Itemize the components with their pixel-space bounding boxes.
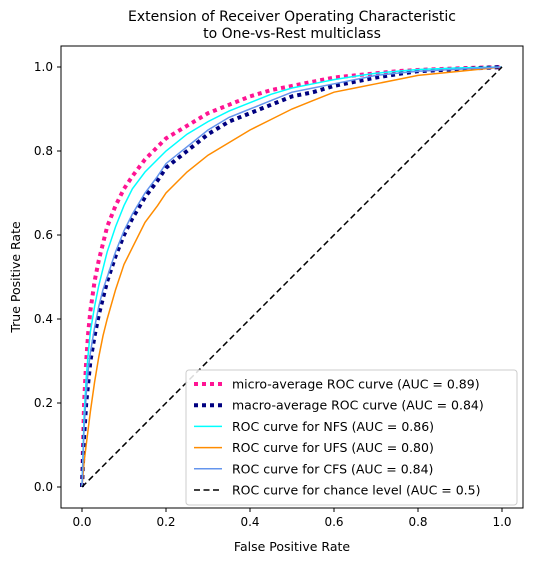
y-tick-label: 0.8 — [34, 144, 53, 158]
y-tick-label: 0.0 — [34, 480, 53, 494]
x-axis: 0.0 0.2 0.4 0.6 0.8 1.0 — [72, 508, 512, 529]
series-line-3 — [81, 66, 503, 488]
x-tick-label: 0.8 — [408, 515, 427, 529]
x-tick-label: 0.4 — [240, 515, 259, 529]
legend-label-3: ROC curve for NFS (AUC = 0.86) — [232, 419, 434, 434]
x-tick-label: 0.6 — [324, 515, 343, 529]
series-line-4 — [81, 66, 503, 488]
plot-area-frame — [60, 45, 524, 509]
chart-title-line-1: Extension of Receiver Operating Characte… — [128, 9, 456, 25]
y-axis-label: True Positive Rate — [8, 221, 23, 334]
series-layer — [80, 65, 503, 488]
series-line-2 — [80, 65, 503, 488]
x-tick-label: 0.0 — [72, 515, 91, 529]
series-line-6 — [81, 66, 503, 488]
legend-box — [185, 369, 518, 506]
x-axis-label: False Positive Rate — [234, 539, 350, 554]
y-tick-label: 0.6 — [34, 228, 53, 242]
series-line-5 — [81, 66, 503, 488]
y-tick-label: 0.2 — [34, 396, 53, 410]
chart-title: Extension of Receiver Operating Characte… — [128, 9, 456, 42]
y-axis: 0.0 0.2 0.4 0.6 0.8 1.0 — [34, 60, 61, 494]
legend: micro-average ROC curve (AUC = 0.89) macr… — [185, 369, 518, 506]
legend-label-5: ROC curve for CFS (AUC = 0.84) — [232, 461, 433, 476]
x-tick-label: 0.2 — [156, 515, 175, 529]
x-tick-label: 1.0 — [492, 515, 511, 529]
legend-label-4: ROC curve for UFS (AUC = 0.80) — [232, 440, 434, 455]
chart-title-line-2: to One-vs-Rest multiclass — [203, 26, 381, 42]
y-tick-label: 0.4 — [34, 312, 53, 326]
legend-label-1: micro-average ROC curve (AUC = 0.89) — [232, 377, 480, 392]
legend-label-2: macro-average ROC curve (AUC = 0.84) — [232, 398, 484, 413]
legend-label-6: ROC curve for chance level (AUC = 0.5) — [232, 483, 480, 498]
y-tick-label: 1.0 — [34, 60, 53, 74]
